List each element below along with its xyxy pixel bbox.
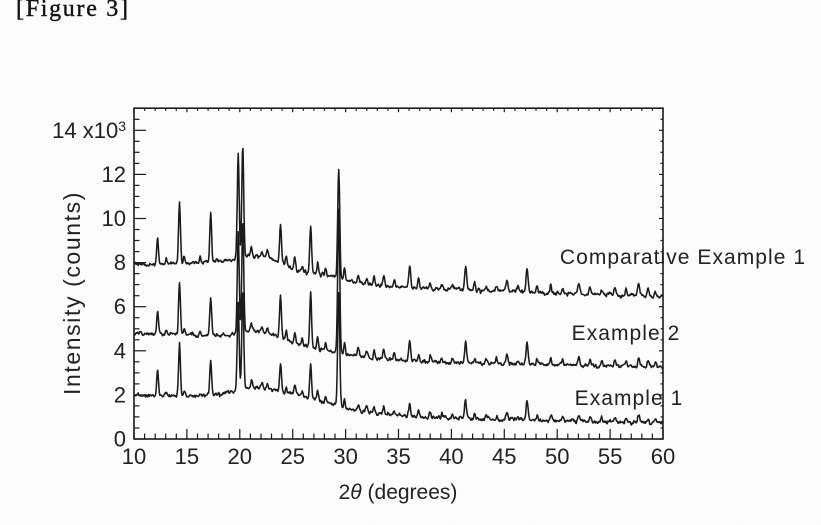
svg-text:10: 10 (122, 444, 146, 469)
svg-text:55: 55 (598, 444, 622, 469)
svg-text:0: 0 (114, 427, 126, 452)
svg-text:35: 35 (386, 444, 410, 469)
svg-text:60: 60 (651, 444, 675, 469)
svg-text:15: 15 (175, 444, 199, 469)
svg-text:25: 25 (280, 444, 304, 469)
svg-text:8: 8 (114, 250, 126, 275)
svg-text:Comparative Example 1: Comparative Example 1 (560, 246, 806, 269)
svg-text:2: 2 (114, 382, 126, 407)
svg-text:Intensity (counts): Intensity (counts) (59, 191, 85, 395)
svg-text:12: 12 (102, 162, 126, 187)
svg-text:Example 1: Example 1 (575, 387, 684, 410)
svg-text:14 x103: 14 x103 (52, 118, 126, 143)
svg-text:20: 20 (228, 444, 252, 469)
svg-text:30: 30 (333, 444, 357, 469)
svg-text:50: 50 (545, 444, 569, 469)
svg-text:2θ (degrees): 2θ (degrees) (339, 481, 458, 504)
svg-text:10: 10 (102, 206, 126, 231)
svg-text:Example 2: Example 2 (572, 322, 681, 345)
svg-text:6: 6 (114, 294, 126, 319)
svg-text:45: 45 (492, 444, 516, 469)
svg-text:40: 40 (439, 444, 463, 469)
svg-text:4: 4 (114, 338, 126, 363)
